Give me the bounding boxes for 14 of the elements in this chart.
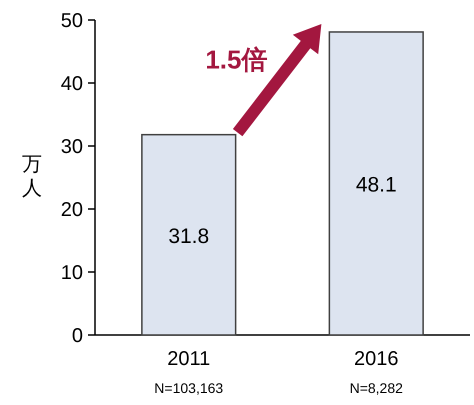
y-tick-label: 0 <box>72 325 83 347</box>
text: N=8,282 <box>350 380 404 396</box>
y-axis-title: 万人 <box>22 154 42 200</box>
data-label: 48.1 <box>356 173 397 196</box>
y-tick-label: 20 <box>60 199 83 221</box>
data-label: 31.8 <box>168 224 210 248</box>
y-tick-label: 50 <box>60 10 83 32</box>
x-tick-label: 2011 <box>167 348 210 370</box>
x-tick-label: 2016 <box>354 348 398 370</box>
text: N=103,163 <box>154 380 224 396</box>
y-tick-label: 30 <box>60 136 83 158</box>
annotation: 1.5倍 <box>205 44 268 74</box>
y-tick-label: 40 <box>60 73 83 95</box>
y-tick-label: 10 <box>60 262 83 284</box>
